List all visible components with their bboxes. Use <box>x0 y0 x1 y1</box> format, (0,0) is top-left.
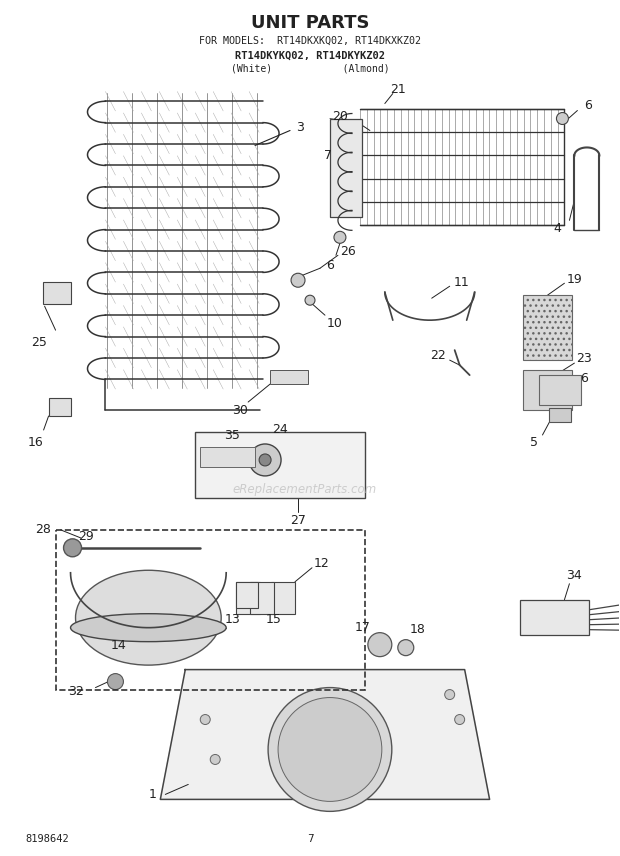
Text: 25: 25 <box>30 336 46 348</box>
FancyBboxPatch shape <box>523 370 572 410</box>
Text: 7: 7 <box>307 835 313 844</box>
FancyBboxPatch shape <box>236 582 260 614</box>
Text: 19: 19 <box>567 273 582 286</box>
Text: 28: 28 <box>35 523 51 537</box>
Text: 1: 1 <box>148 788 156 801</box>
Circle shape <box>305 295 315 306</box>
Text: 4: 4 <box>554 222 561 235</box>
Text: 35: 35 <box>224 430 240 443</box>
FancyBboxPatch shape <box>271 582 295 614</box>
Text: 18: 18 <box>410 623 426 636</box>
Text: 17: 17 <box>355 621 371 634</box>
Text: eReplacementParts.com: eReplacementParts.com <box>233 484 377 496</box>
Circle shape <box>64 538 81 556</box>
Text: 30: 30 <box>232 403 248 417</box>
Text: 6: 6 <box>326 259 334 271</box>
Text: 6: 6 <box>585 99 592 112</box>
Circle shape <box>249 444 281 476</box>
Circle shape <box>454 715 464 724</box>
Circle shape <box>259 454 271 466</box>
Text: 23: 23 <box>577 352 592 365</box>
Text: 13: 13 <box>224 613 240 627</box>
Circle shape <box>107 674 123 690</box>
FancyBboxPatch shape <box>43 282 71 304</box>
Text: 12: 12 <box>314 557 330 570</box>
Circle shape <box>291 273 305 288</box>
FancyBboxPatch shape <box>236 582 258 608</box>
Text: 11: 11 <box>454 276 469 288</box>
Text: 22: 22 <box>430 348 446 361</box>
Text: 14: 14 <box>110 639 126 652</box>
Ellipse shape <box>76 570 221 665</box>
Text: 10: 10 <box>327 317 343 330</box>
FancyBboxPatch shape <box>539 375 582 405</box>
FancyBboxPatch shape <box>250 582 274 614</box>
Text: 20: 20 <box>332 110 348 123</box>
Circle shape <box>368 633 392 657</box>
Circle shape <box>445 690 454 699</box>
FancyBboxPatch shape <box>200 447 255 467</box>
FancyBboxPatch shape <box>195 432 365 498</box>
Text: 24: 24 <box>272 424 288 437</box>
Text: 16: 16 <box>28 437 43 449</box>
Text: FOR MODELS:  RT14DKXKQ02, RT14DKXKZ02: FOR MODELS: RT14DKXKQ02, RT14DKXKZ02 <box>199 36 421 45</box>
Text: 34: 34 <box>567 569 582 582</box>
FancyBboxPatch shape <box>270 370 308 384</box>
Text: (White)            (Almond): (White) (Almond) <box>231 63 389 74</box>
Text: 8198642: 8198642 <box>25 835 69 844</box>
Circle shape <box>210 754 220 764</box>
Text: 7: 7 <box>324 149 332 162</box>
FancyBboxPatch shape <box>523 295 572 360</box>
Text: 6: 6 <box>580 372 588 384</box>
FancyBboxPatch shape <box>48 398 71 416</box>
Circle shape <box>200 715 210 724</box>
Text: 32: 32 <box>68 685 84 698</box>
Text: 21: 21 <box>390 83 405 96</box>
Text: 26: 26 <box>340 245 356 258</box>
Ellipse shape <box>71 614 226 642</box>
FancyBboxPatch shape <box>549 408 572 422</box>
Circle shape <box>334 231 346 243</box>
FancyBboxPatch shape <box>330 118 362 217</box>
Circle shape <box>268 687 392 811</box>
Circle shape <box>556 112 569 124</box>
Circle shape <box>278 698 382 801</box>
Text: 3: 3 <box>296 121 304 134</box>
Polygon shape <box>161 669 490 800</box>
Text: RT14DKYKQ02, RT14DKYKZ02: RT14DKYKQ02, RT14DKYKZ02 <box>235 51 385 61</box>
Text: UNIT PARTS: UNIT PARTS <box>250 14 370 32</box>
Text: 29: 29 <box>78 531 94 544</box>
Text: 27: 27 <box>290 514 306 527</box>
Text: 5: 5 <box>531 437 539 449</box>
FancyBboxPatch shape <box>520 600 590 634</box>
Text: 15: 15 <box>266 613 282 627</box>
Circle shape <box>398 639 414 656</box>
